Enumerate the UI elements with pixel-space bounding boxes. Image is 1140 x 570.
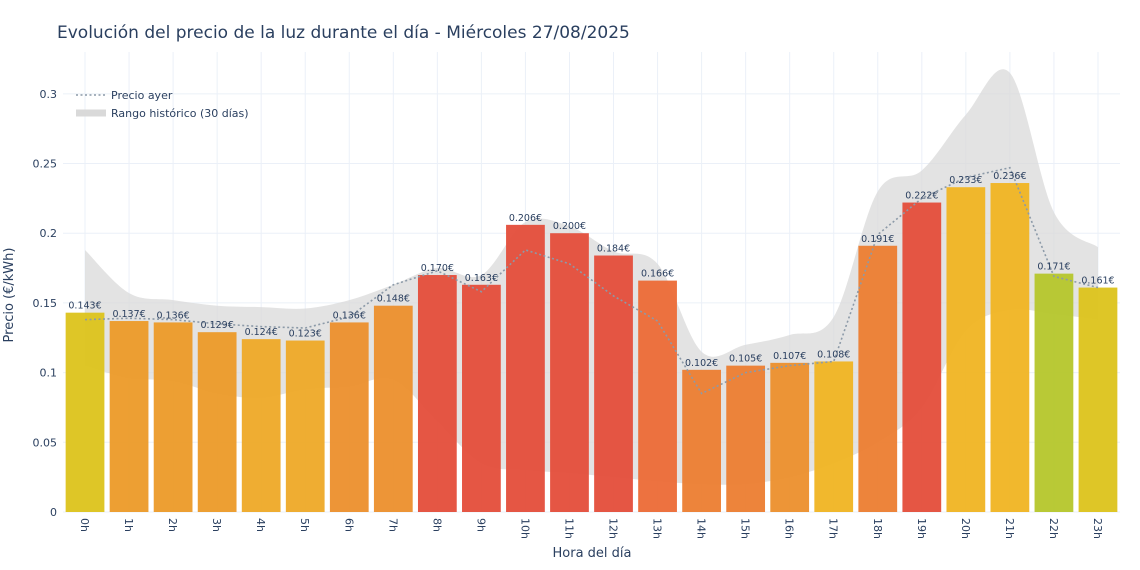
bar-value-label: 0.233€ [949,175,982,186]
bar-value-label: 0.143€ [68,301,101,312]
bar-6h [329,322,369,512]
bar-0h [65,312,105,512]
x-tick-label: 2h [166,518,179,532]
bars [65,183,1118,513]
bar-15h [726,365,766,512]
x-tick-label: 14h [695,518,708,539]
x-tick-label: 4h [254,518,267,532]
bar-5h [285,340,325,512]
x-tick-label: 3h [210,518,223,532]
bar-10h [506,224,545,512]
bar-value-label: 0.200€ [553,221,586,232]
x-tick-label: 10h [518,518,531,539]
x-axis-label: Hora del día [553,546,632,561]
x-tick-label: 1h [122,518,135,532]
bar-14h [682,369,721,512]
bar-value-label: 0.129€ [201,320,234,331]
legend-label-ayer: Precio ayer [111,89,173,102]
chart-title: Evolución del precio de la luz durante e… [57,23,630,43]
bar-8h [417,275,457,512]
bar-value-label: 0.184€ [597,244,630,255]
x-tick-label: 8h [430,518,443,532]
bar-16h [770,362,810,512]
bar-11h [550,233,589,512]
bar-value-label: 0.236€ [993,171,1026,182]
bar-value-label: 0.107€ [773,351,806,362]
bar-17h [814,361,854,512]
yesterday-price-line [84,166,1099,395]
bar-value-label: 0.136€ [156,310,189,321]
bar-value-label: 0.123€ [289,329,322,340]
y-tick-label: 0 [50,506,57,519]
bar-13h [638,280,677,512]
x-tick-label: 6h [342,518,355,532]
x-tick-label: 22h [1047,518,1060,539]
bar-18h [858,245,898,512]
x-tick-label: 7h [386,518,399,532]
historical-range-area [85,69,1098,485]
bar-value-label: 0.161€ [1081,276,1114,287]
x-tick-label: 23h [1091,518,1104,539]
y-axis-label: Precio (€/kWh) [2,248,17,343]
y-tick-label: 0.05 [33,436,58,449]
bar-1h [109,321,149,512]
bar-value-label: 0.136€ [333,310,366,321]
y-tick-label: 0.3 [40,88,58,101]
yesterday-price-path [84,166,1099,395]
y-tick-label: 0.15 [33,297,58,310]
bar-value-label: 0.124€ [245,327,278,338]
bar-23h [1078,287,1118,512]
bar-20h [946,187,986,512]
y-tick-label: 0.2 [40,227,58,240]
bar-value-label: 0.108€ [817,349,850,360]
x-tick-label: 12h [607,518,620,539]
historical-range-band [85,69,1098,485]
bar-value-label: 0.166€ [641,269,674,280]
x-tick-label: 20h [959,518,972,539]
bar-value-label: 0.191€ [861,234,894,245]
bar-value-labels: 0.143€ 0.137€ 0.136€ 0.129€ 0.124€ 0.123€ 0.13… [68,171,1114,369]
bar-2h [153,322,193,512]
x-tick-label: 13h [651,518,664,539]
bar-4h [241,339,281,512]
bar-value-label: 0.102€ [685,358,718,369]
bar-7h [373,305,413,512]
y-tick-label: 0.1 [40,367,58,380]
y-tick-label: 0.25 [33,158,58,171]
bar-12h [594,255,633,513]
bar-value-label: 0.137€ [112,309,145,320]
y-axis-ticks: 0 0.05 0.1 0.15 0.2 0.25 0.3 [33,88,58,519]
x-tick-label: 5h [298,518,311,532]
x-tick-label: 16h [783,518,796,539]
bar-value-label: 0.171€ [1037,262,1070,273]
bar-3h [197,332,237,512]
legend: Precio ayer Rango histórico (30 días) [76,89,249,120]
x-tick-label: 17h [827,518,840,539]
x-axis-ticks: 0h 1h 2h 3h 4h 5h 6h 7h 8h 9h 10h 11h 12h 13h 14h 15h 16… [78,518,1104,539]
x-tick-label: 11h [562,518,575,539]
bar-19h [902,202,942,512]
bar-value-label: 0.222€ [905,191,938,202]
bar-value-label: 0.163€ [465,273,498,284]
bar-value-label: 0.170€ [421,263,454,274]
bar-value-label: 0.206€ [509,213,542,224]
bar-value-label: 0.105€ [729,354,762,365]
bar-22h [1034,273,1074,512]
x-tick-label: 19h [915,518,928,539]
legend-label-range: Rango histórico (30 días) [111,107,249,120]
x-tick-label: 18h [871,518,884,539]
x-tick-label: 0h [78,518,91,532]
bar-9h [462,284,501,512]
x-tick-label: 15h [739,518,752,539]
x-tick-label: 9h [474,518,487,532]
bar-value-label: 0.148€ [377,294,410,305]
bar-21h [990,183,1030,512]
x-tick-label: 21h [1003,518,1016,539]
